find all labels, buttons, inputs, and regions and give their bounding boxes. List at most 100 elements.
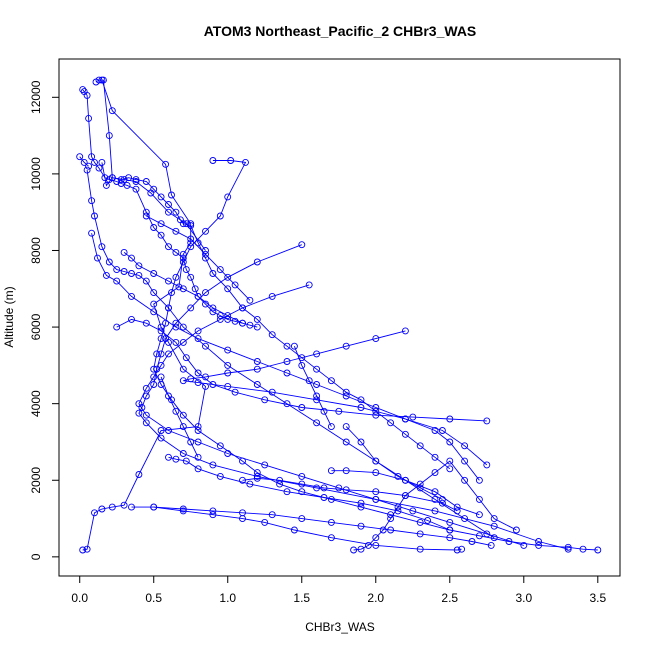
data-point	[461, 515, 469, 523]
data-point	[438, 495, 446, 503]
data-point	[202, 247, 209, 254]
data-point	[475, 476, 483, 484]
data-point	[194, 423, 202, 431]
data-point	[387, 515, 395, 523]
series-line-9	[138, 284, 524, 546]
data-point	[520, 541, 528, 549]
data-point	[194, 453, 202, 461]
data-point	[239, 515, 246, 523]
data-point	[224, 450, 232, 457]
data-point	[261, 461, 269, 469]
data-point	[132, 185, 140, 193]
data-point	[165, 304, 172, 312]
data-point	[187, 235, 195, 243]
data-point	[342, 388, 350, 396]
data-point	[394, 507, 402, 515]
data-point	[298, 515, 306, 523]
data-point	[372, 411, 380, 419]
data-point	[202, 300, 209, 308]
series-line-12	[131, 506, 492, 546]
data-point	[372, 407, 380, 415]
x-tick-label: 1.5	[293, 591, 310, 605]
data-point	[224, 312, 232, 320]
data-point	[135, 409, 143, 417]
series-line-1	[82, 79, 206, 551]
data-point	[313, 350, 321, 358]
y-tick-label: 2000	[29, 467, 43, 494]
data-point	[94, 254, 101, 262]
data-point	[453, 546, 461, 554]
data-point	[132, 176, 140, 184]
data-point	[157, 361, 165, 369]
data-point	[394, 503, 402, 511]
data-point	[83, 545, 91, 553]
data-point	[372, 404, 380, 411]
data-point	[194, 438, 202, 446]
data-point	[253, 365, 261, 373]
data-point	[453, 503, 461, 511]
data-point	[157, 231, 165, 239]
data-point	[283, 342, 291, 350]
data-point	[179, 507, 187, 515]
data-point	[187, 273, 195, 281]
data-point	[157, 434, 165, 442]
data-point	[342, 486, 350, 494]
data-point	[268, 292, 276, 300]
data-point	[431, 427, 439, 434]
data-point	[123, 181, 131, 189]
data-point	[202, 250, 209, 258]
data-point	[246, 480, 254, 488]
data-point	[490, 522, 498, 530]
data-point	[108, 107, 116, 115]
y-tick-label: 6000	[29, 313, 43, 340]
data-point	[246, 296, 254, 304]
data-point	[335, 407, 343, 415]
data-point	[191, 285, 199, 293]
data-point	[101, 174, 109, 182]
data-point	[305, 377, 313, 385]
data-point	[342, 342, 350, 350]
data-point	[401, 492, 409, 500]
data-point	[364, 541, 372, 549]
data-point	[128, 254, 135, 262]
data-point	[172, 248, 180, 256]
data-point	[357, 396, 365, 404]
plot-frame	[58, 58, 621, 577]
x-tick-label: 3.5	[589, 591, 606, 605]
data-point	[99, 76, 107, 84]
data-point	[117, 176, 125, 184]
data-point	[172, 407, 180, 415]
data-point	[535, 538, 543, 545]
data-point	[85, 162, 93, 170]
data-point	[98, 158, 106, 166]
data-point	[187, 304, 195, 312]
data-point	[187, 222, 195, 230]
data-point	[83, 166, 91, 174]
data-point	[438, 499, 446, 507]
data-point	[231, 388, 239, 396]
data-point	[165, 208, 172, 216]
data-point	[150, 270, 158, 277]
data-point	[187, 239, 195, 247]
chart-title: ATOM3 Northeast_Pacific_2 CHBr3_WAS	[204, 23, 477, 39]
x-tick-label: 2.5	[441, 591, 458, 605]
data-point	[142, 392, 150, 400]
data-point	[416, 530, 424, 538]
data-point	[172, 455, 180, 463]
data-point	[102, 181, 110, 189]
data-point	[216, 212, 224, 220]
data-point	[128, 270, 135, 277]
data-point	[268, 331, 276, 339]
data-point	[165, 243, 172, 251]
data-point	[179, 250, 187, 258]
data-point	[172, 338, 180, 346]
y-tick-label: 10000	[29, 157, 43, 191]
data-point	[431, 488, 439, 496]
data-point	[490, 534, 498, 542]
data-point	[409, 413, 417, 421]
data-point	[239, 457, 246, 465]
data-point	[231, 317, 239, 325]
data-point	[483, 530, 491, 538]
y-axis: 0 2000 4000 6000 8000 10000 12000	[29, 80, 60, 560]
